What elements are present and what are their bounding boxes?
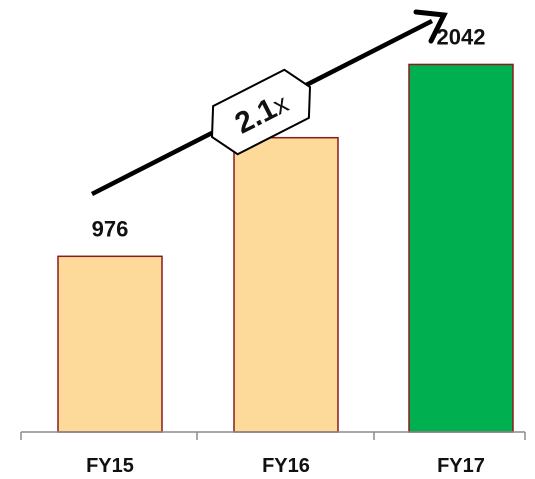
category-label-fy17: FY17 (437, 455, 485, 477)
x-axis (20, 431, 526, 440)
growth-annotation: 2.1x (90, 9, 448, 197)
bars-layer (57, 63, 514, 433)
bar-fy17 (408, 63, 514, 433)
category-label-fy15: FY15 (86, 455, 134, 477)
value-label-fy15: 976 (92, 216, 129, 241)
growth-badge-hexagon (210, 68, 312, 156)
bar-fy15 (57, 255, 163, 433)
category-label-fy16: FY16 (262, 455, 310, 477)
bar-fy16 (233, 136, 339, 433)
growth-arrow-head (413, 9, 448, 44)
value-label-fy17: 2042 (437, 24, 486, 49)
